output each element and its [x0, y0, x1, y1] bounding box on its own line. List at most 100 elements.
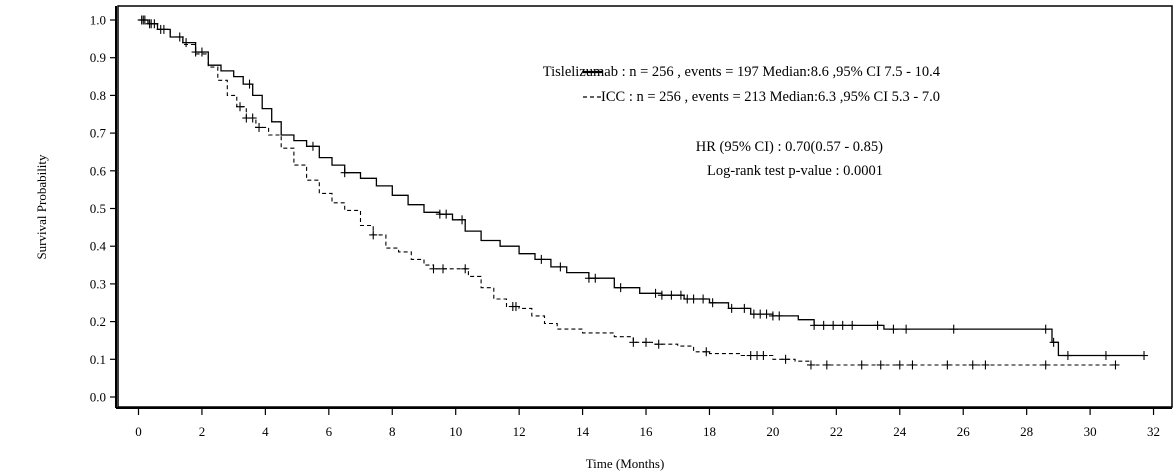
legend-label: ICC : n = 256 , events = 213 Median:6.3 …: [601, 89, 940, 105]
censor-mark: [651, 288, 660, 298]
x-tick-label: 6: [326, 424, 333, 439]
censor-mark: [857, 360, 866, 370]
y-tick-label: 0.0: [90, 390, 106, 405]
censor-mark: [667, 290, 676, 300]
censor-mark: [458, 215, 467, 225]
censor-mark: [642, 337, 651, 347]
censor-mark: [1140, 351, 1149, 361]
censor-mark: [676, 290, 685, 300]
censor-mark: [1063, 351, 1072, 361]
censor-mark: [616, 283, 625, 293]
censor-mark: [819, 320, 828, 330]
censor-mark: [702, 347, 711, 357]
censor-mark: [147, 19, 156, 29]
x-tick-label: 32: [1147, 424, 1160, 439]
x-tick-label: 14: [576, 424, 590, 439]
censor-mark: [1041, 360, 1050, 370]
censor-mark: [139, 15, 148, 25]
censor-mark: [236, 102, 245, 112]
censor-mark: [829, 320, 838, 330]
y-tick-label: 0.2: [90, 314, 106, 329]
censor-mark: [848, 320, 857, 330]
censor-mark: [873, 320, 882, 330]
censor-mark: [308, 141, 317, 151]
censor-mark: [248, 113, 257, 123]
y-tick-label: 1.0: [90, 13, 106, 28]
censor-mark: [806, 360, 815, 370]
censor-mark: [943, 360, 952, 370]
censor-mark: [968, 360, 977, 370]
censor-mark: [654, 339, 663, 349]
censor-mark: [255, 122, 264, 132]
censor-mark: [1101, 351, 1110, 361]
x-tick-label: 8: [389, 424, 396, 439]
censor-mark: [629, 337, 638, 347]
censor-mark: [810, 320, 819, 330]
censor-mark: [1041, 324, 1050, 334]
censor-mark: [822, 360, 831, 370]
x-tick-label: 0: [135, 424, 142, 439]
censor-mark: [245, 79, 254, 89]
x-tick-label: 16: [640, 424, 654, 439]
censor-mark: [197, 47, 206, 57]
censor-mark: [1111, 360, 1120, 370]
axes: 0.00.10.20.30.40.50.60.70.80.91.00 2 4 6 8 10…: [34, 5, 1173, 471]
x-tick-label: 20: [766, 424, 779, 439]
censor-mark: [775, 311, 784, 321]
legend: Tislelizumab : n = 256 , events = 197 Me…: [543, 64, 941, 179]
censor-mark: [1049, 337, 1058, 347]
y-tick-label: 0.9: [90, 50, 106, 65]
censor-mark: [727, 303, 736, 313]
censor-mark: [689, 294, 698, 304]
x-tick-label: 30: [1084, 424, 1097, 439]
x-tick-label: 26: [957, 424, 971, 439]
x-tick-label: 18: [703, 424, 716, 439]
x-tick-label: 4: [262, 424, 269, 439]
censor-mark: [981, 360, 990, 370]
censor-mark: [908, 360, 917, 370]
censor-mark: [537, 254, 546, 264]
x-tick-label: 24: [893, 424, 907, 439]
censor-mark: [902, 324, 911, 334]
y-tick-label: 0.1: [90, 352, 106, 367]
x-axis-label: Time (Months): [586, 456, 665, 471]
censor-mark: [876, 360, 885, 370]
annotation-text: HR (95% CI) : 0.70(0.57 - 0.85): [696, 139, 883, 155]
censor-mark: [781, 354, 790, 364]
censor-mark: [838, 320, 847, 330]
censor-mark: [439, 264, 448, 274]
censor-mark: [591, 273, 600, 283]
censor-mark: [159, 24, 168, 34]
censor-mark: [182, 38, 191, 48]
censor-mark: [511, 302, 520, 312]
x-tick-label: 28: [1020, 424, 1033, 439]
x-tick-label: 2: [199, 424, 206, 439]
annotation-text: Log-rank test p-value : 0.0001: [707, 163, 883, 179]
censor-mark: [699, 294, 708, 304]
x-tick-label: 12: [513, 424, 526, 439]
censor-mark: [461, 264, 470, 274]
legend-label: Tislelizumab : n = 256 , events = 197 Me…: [543, 64, 941, 80]
censor-mark: [442, 209, 451, 219]
y-tick-label: 0.6: [90, 163, 107, 178]
y-tick-label: 0.4: [90, 239, 107, 254]
x-tick-label: 22: [830, 424, 843, 439]
censor-mark: [340, 168, 349, 178]
censor-mark: [708, 298, 717, 308]
censor-mark: [657, 290, 666, 300]
censor-mark: [889, 324, 898, 334]
y-tick-label: 0.7: [90, 126, 107, 141]
y-tick-label: 0.5: [90, 201, 106, 216]
series-line-icc: [138, 19, 1116, 366]
censor-mark: [556, 262, 565, 272]
censor-mark: [429, 264, 438, 274]
censor-mark: [740, 303, 749, 313]
y-tick-label: 0.8: [90, 88, 106, 103]
x-tick-label: 10: [449, 424, 462, 439]
censor-mark: [762, 309, 771, 319]
y-tick-label: 0.3: [90, 276, 106, 291]
censor-mark: [369, 230, 378, 240]
censor-mark: [949, 324, 958, 334]
